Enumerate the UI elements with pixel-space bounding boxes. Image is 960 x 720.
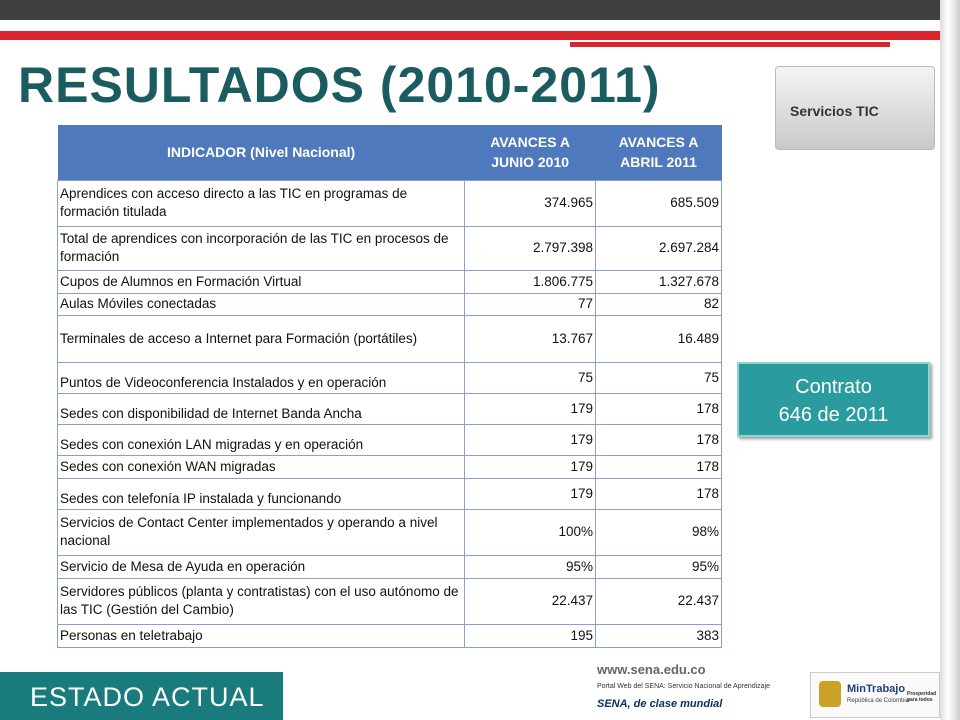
table-row: Terminales de acceso a Internet para For… <box>56 314 722 363</box>
table-row: Total de aprendices con incorporación de… <box>56 225 722 271</box>
value-cell: 13.767 <box>464 314 597 363</box>
crest <box>819 681 841 707</box>
value-cell: 75 <box>464 361 597 394</box>
ministry-name: MinTrabajo <box>847 683 906 695</box>
table-row: Servicio de Mesa de Ayuda en operación 95… <box>56 554 722 579</box>
table-row: Sedes con telefonía IP instalada y funci… <box>56 477 722 510</box>
value-cell: 2.797.398 <box>464 225 597 271</box>
table-row: Servidores públicos (planta y contratist… <box>56 577 722 625</box>
footer-url: www.sena.edu.co <box>597 662 706 677</box>
value-cell: 383 <box>595 623 722 648</box>
value-cell: 179 <box>464 423 597 456</box>
indicator-cell: Servidores públicos (planta y contratist… <box>56 577 466 625</box>
indicator-cell: Puntos de Videoconferencia Instalados y … <box>56 361 466 394</box>
indicator-cell: Sedes con conexión LAN migradas y en ope… <box>56 423 466 456</box>
header-cell: AVANCES A JUNIO 2010 <box>464 125 596 180</box>
header-row: INDICADOR (Nivel Nacional) AVANCES A JUNI… <box>57 125 722 180</box>
value-cell: 1.327.678 <box>595 269 722 294</box>
red-stripe-small <box>570 42 890 47</box>
header-cell: INDICADOR (Nivel Nacional) <box>57 125 465 180</box>
value-cell: 82 <box>595 292 722 316</box>
value-cell: 179 <box>464 477 597 510</box>
indicator-cell: Sedes con conexión WAN migradas <box>56 454 466 479</box>
value-cell: 178 <box>595 392 722 425</box>
table-row: Cupos de Alumnos en Formación Virtual 1.8… <box>56 269 722 294</box>
indicator-cell: Servicios de Contact Center implementado… <box>56 508 466 556</box>
indicator-cell: Servicio de Mesa de Ayuda en operación <box>56 554 466 579</box>
header-cell: AVANCES A ABRIL 2011 <box>595 125 722 180</box>
value-cell: 95% <box>464 554 597 579</box>
contract-line: Contrato <box>795 376 872 398</box>
value-cell: 98% <box>595 508 722 556</box>
ministry-logo: MinTrabajo República de Colombia Prosper… <box>810 672 940 718</box>
value-cell: 178 <box>595 423 722 456</box>
indicator-cell: Personas en teletrabajo <box>56 623 466 648</box>
indicator-cell: Terminales de acceso a Internet para For… <box>56 314 466 363</box>
value-cell: 75 <box>595 361 722 394</box>
table-row: Puntos de Videoconferencia Instalados y … <box>56 361 722 394</box>
value-cell: 178 <box>595 454 722 479</box>
table-row: Sedes con disponibilidad de Internet Ban… <box>56 392 722 425</box>
indicator-cell: Total de aprendices con incorporación de… <box>56 225 466 271</box>
table-row: Sedes con conexión LAN migradas y en ope… <box>56 423 722 456</box>
table-row: Servicios de Contact Center implementado… <box>56 508 722 556</box>
table-row: Aulas Móviles conectadas 77 82 <box>56 292 722 316</box>
value-cell: 77 <box>464 292 597 316</box>
table-row: Personas en teletrabajo 195 383 <box>56 623 722 648</box>
top-bar <box>0 0 960 20</box>
value-cell: 100% <box>464 508 597 556</box>
value-cell: 95% <box>595 554 722 579</box>
value-cell: 16.489 <box>595 314 722 363</box>
slide-title: RESULTADOS (2010-2011) <box>18 57 661 113</box>
ministry-country: República de Colombia <box>847 698 910 704</box>
indicator-cell: Aprendices con acceso directo a las TIC … <box>56 179 466 227</box>
value-cell: 178 <box>595 477 722 510</box>
value-cell: 179 <box>464 392 597 425</box>
red-stripe <box>0 31 960 40</box>
indicator-cell: Sedes con disponibilidad de Internet Ban… <box>56 392 466 425</box>
value-cell: 22.437 <box>464 577 597 625</box>
footer-slogan: SENA, de clase mundial <box>597 698 723 710</box>
ministry-motto: Prosperidad para todos <box>907 691 937 703</box>
banner: Servicios TIC <box>775 66 935 150</box>
value-cell: 685.509 <box>595 179 722 227</box>
results-table: INDICADOR (Nivel Nacional) AVANCES A JUNI… <box>56 125 722 648</box>
footer-portal: Portal Web del SENA: Servicio Nacional d… <box>597 683 771 690</box>
value-cell: 2.697.284 <box>595 225 722 271</box>
indicator-cell: Cupos de Alumnos en Formación Virtual <box>56 269 466 294</box>
table-row: Sedes con conexión WAN migradas 179 178 <box>56 454 722 479</box>
indicator-cell: Sedes con telefonía IP instalada y funci… <box>56 477 466 510</box>
indicator-cell: Aulas Móviles conectadas <box>56 292 466 316</box>
table-row: Aprendices con acceso directo a las TIC … <box>56 179 722 227</box>
value-cell: 374.965 <box>464 179 597 227</box>
side-strip <box>940 0 960 720</box>
contract-line: 646 de 2011 <box>778 404 889 426</box>
value-cell: 195 <box>464 623 597 648</box>
banner-text: Servicios TIC <box>790 103 879 119</box>
contract-box: Contrato 646 de 2011 <box>737 362 930 437</box>
value-cell: 179 <box>464 454 597 479</box>
value-cell: 1.806.775 <box>464 269 597 294</box>
footer-label: ESTADO ACTUAL <box>0 672 283 720</box>
value-cell: 22.437 <box>595 577 722 625</box>
